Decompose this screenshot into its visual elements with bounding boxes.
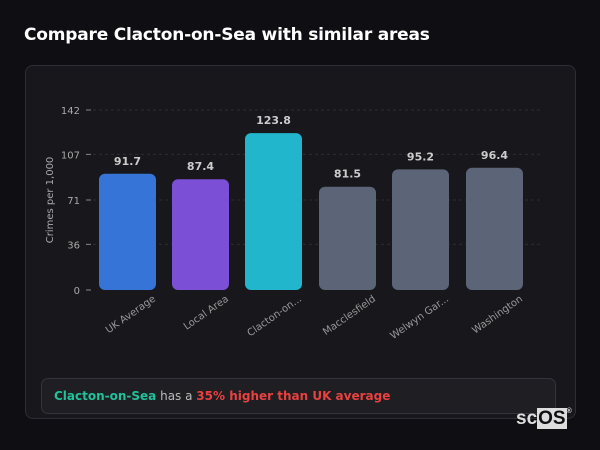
bar [319,186,376,290]
y-axis-label: Crimes per 1,000 [45,157,56,244]
summary-highlight: 35% higher than UK average [196,389,391,403]
bar [392,169,449,290]
summary-area: Clacton-on-Sea [54,389,157,403]
data-label: 95.2 [407,150,434,163]
x-tick-label: Washington [470,294,524,337]
bar [245,133,302,290]
logo: scOS® [516,408,572,429]
data-label: 81.5 [334,168,361,181]
x-tick-label: UK Average [104,294,158,336]
y-tick-label: 107 [61,150,80,161]
y-tick-label: 0 [74,286,80,297]
bar [172,179,229,290]
bar [99,173,156,290]
data-label: 91.7 [114,155,141,168]
x-tick-label: Macclesfield [321,294,378,338]
page-title: Compare Clacton-on-Sea with similar area… [24,25,430,45]
summary-text: has a [156,389,197,403]
y-tick-label: 71 [67,196,80,207]
data-label: 96.4 [481,149,508,162]
y-tick-label: 36 [67,240,80,251]
bar [466,167,523,290]
y-tick-label: 142 [61,106,80,117]
x-tick-label: Welwyn Gar... [389,294,451,342]
x-tick-label: Local Area [182,294,231,333]
x-tick-label: Clacton-on... [246,294,304,339]
summary-box: Clacton-on-Sea has a 35% higher than UK … [41,378,556,414]
data-label: 87.4 [187,160,214,173]
data-label: 123.8 [256,114,291,127]
